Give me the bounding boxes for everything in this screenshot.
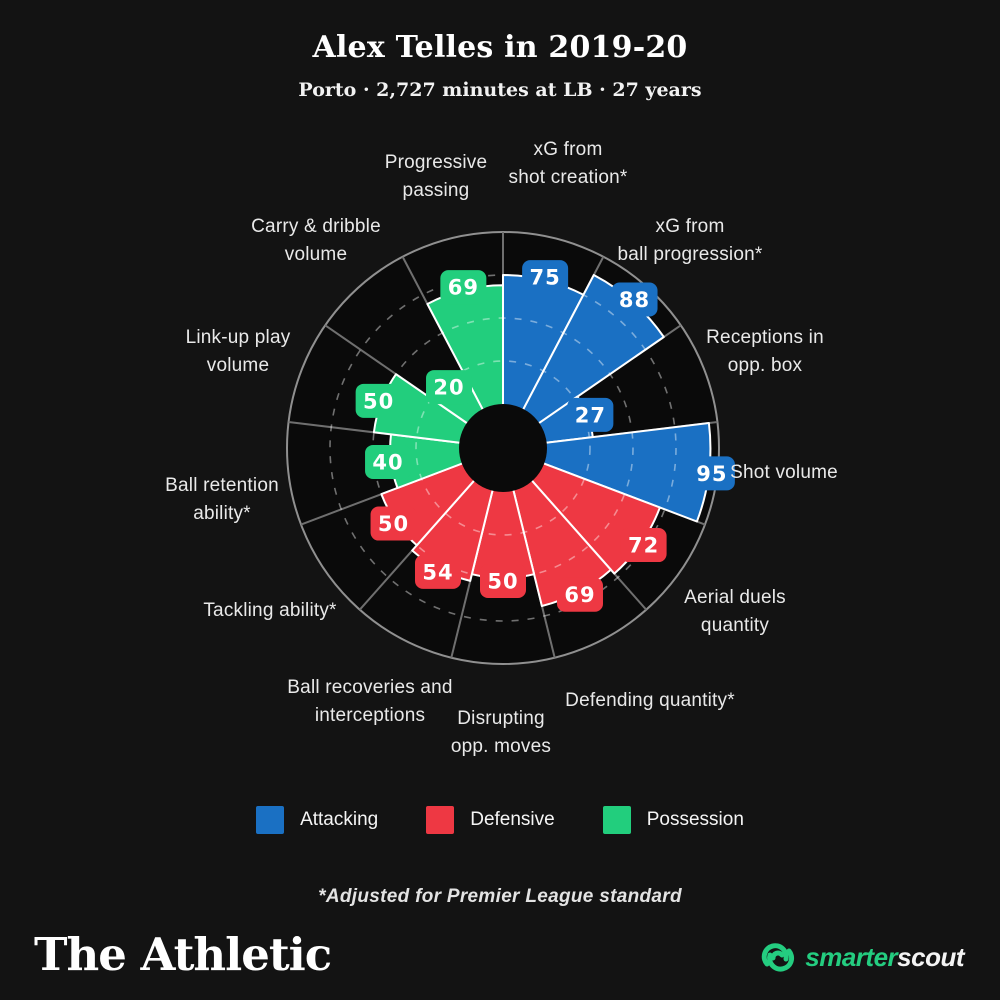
value-badge-label: 40 xyxy=(372,450,403,474)
legend-item-possession: Possession xyxy=(602,806,744,834)
smarterscout-logo: smarterscout xyxy=(759,938,964,976)
legend-label: Possession xyxy=(646,809,744,830)
possession-swatch-icon xyxy=(602,806,631,834)
grid-circle-50 xyxy=(372,317,634,579)
value-badge-label: 20 xyxy=(433,376,464,400)
page-subtitle: Porto · 2,727 minutes at LB · 27 years xyxy=(298,79,702,101)
value-badge-label: 69 xyxy=(448,276,479,300)
value-badge-label: 50 xyxy=(363,389,394,413)
value-badge-label: 72 xyxy=(628,534,659,558)
value-badge xyxy=(440,270,487,305)
value-badge-label: 69 xyxy=(564,583,595,607)
value-badge-label: 54 xyxy=(422,560,453,584)
value-badge xyxy=(522,260,569,295)
value-badge-label: 88 xyxy=(619,288,650,312)
value-badge-label: 95 xyxy=(696,462,727,486)
defensive-swatch-icon xyxy=(426,806,455,834)
value-badge xyxy=(480,564,526,598)
header: Alex Telles in 2019-20 Porto · 2,727 min… xyxy=(0,0,1000,101)
value-badge-label: 50 xyxy=(487,570,518,594)
value-badge xyxy=(567,397,614,432)
value-badge xyxy=(426,370,473,405)
legend: Attacking Defensive Possession xyxy=(0,806,1000,834)
value-badge xyxy=(620,528,667,563)
value-badge xyxy=(414,554,461,589)
value-badge-label: 50 xyxy=(378,512,409,536)
grid-circle-25 xyxy=(415,360,591,536)
legend-label: Attacking xyxy=(300,809,379,830)
the-athletic-logo: The Athletic xyxy=(34,928,332,981)
smarterscout-wordmark: smarterscout xyxy=(805,941,964,972)
page-title: Alex Telles in 2019-20 xyxy=(312,30,688,65)
legend-item-attacking: Attacking xyxy=(256,806,378,834)
value-badge xyxy=(688,456,735,491)
value-badge-label: 27 xyxy=(575,403,606,427)
value-badge xyxy=(370,506,417,541)
chart-center-hole xyxy=(459,404,547,492)
value-badge xyxy=(611,282,658,317)
value-badge xyxy=(355,383,402,418)
legend-label: Defensive xyxy=(470,809,555,830)
value-badge xyxy=(365,444,412,479)
value-badge-label: 75 xyxy=(530,266,561,290)
smarterscout-icon xyxy=(762,943,795,972)
legend-item-defensive: Defensive xyxy=(426,806,555,834)
value-badge xyxy=(556,577,603,612)
attacking-swatch-icon xyxy=(256,806,285,834)
footnote: *Adjusted for Premier League standard xyxy=(318,886,682,907)
grid-circle-75 xyxy=(329,274,677,622)
